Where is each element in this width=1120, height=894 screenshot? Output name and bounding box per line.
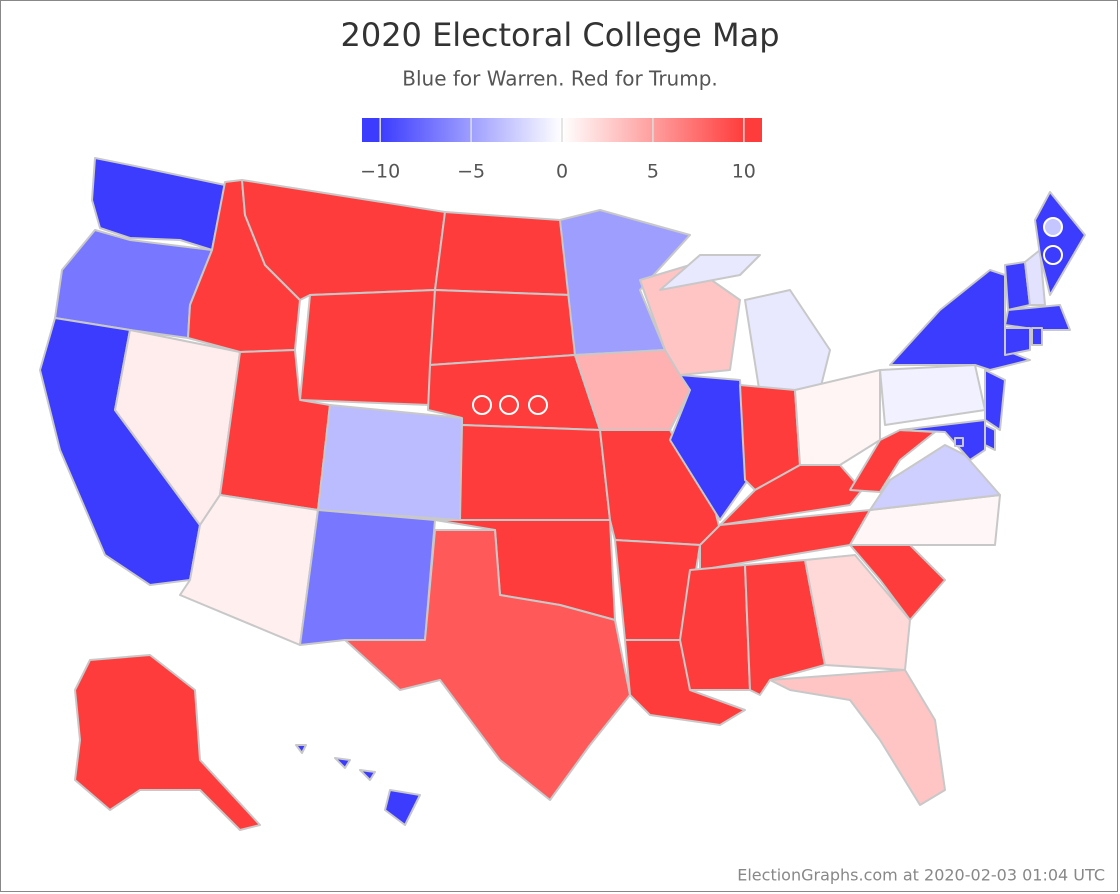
state [574, 349, 691, 431]
district-marker [472, 395, 492, 415]
state [429, 289, 576, 366]
state [899, 419, 986, 461]
district-marker [528, 395, 548, 415]
state [434, 211, 571, 296]
state [954, 437, 964, 447]
state [804, 554, 911, 671]
district-marker [1043, 245, 1063, 265]
state [459, 424, 611, 521]
state [74, 654, 261, 831]
states [39, 157, 1086, 831]
state [1004, 304, 1071, 331]
title: 2020 Electoral College Map [340, 16, 779, 54]
state [679, 564, 751, 691]
state [984, 424, 996, 451]
colorbar-tick-label: 0 [556, 161, 568, 183]
state [1024, 249, 1046, 306]
colorbar-tick-label: −10 [360, 161, 400, 183]
state [984, 369, 1006, 431]
colorbar-tick-label: 5 [647, 161, 659, 183]
state [299, 509, 436, 646]
colorbar-tick-label: 10 [732, 161, 756, 183]
state [1004, 327, 1031, 356]
state [1034, 191, 1086, 296]
state [794, 369, 881, 466]
state [317, 404, 463, 521]
district-marker [1043, 217, 1063, 237]
state [659, 254, 831, 396]
state [91, 157, 226, 251]
district-marker [499, 395, 519, 415]
state [719, 464, 863, 526]
state [295, 744, 421, 826]
state [849, 494, 1001, 546]
state [669, 374, 749, 521]
state [869, 444, 1001, 511]
state [1031, 327, 1043, 346]
state [344, 529, 631, 801]
footer: ElectionGraphs.com at 2020-02-03 01:04 U… [737, 866, 1105, 885]
subtitle: Blue for Warren. Red for Trump. [402, 67, 718, 91]
state [769, 669, 946, 806]
state [299, 289, 436, 406]
colorbar-tick-label: −5 [457, 161, 485, 183]
